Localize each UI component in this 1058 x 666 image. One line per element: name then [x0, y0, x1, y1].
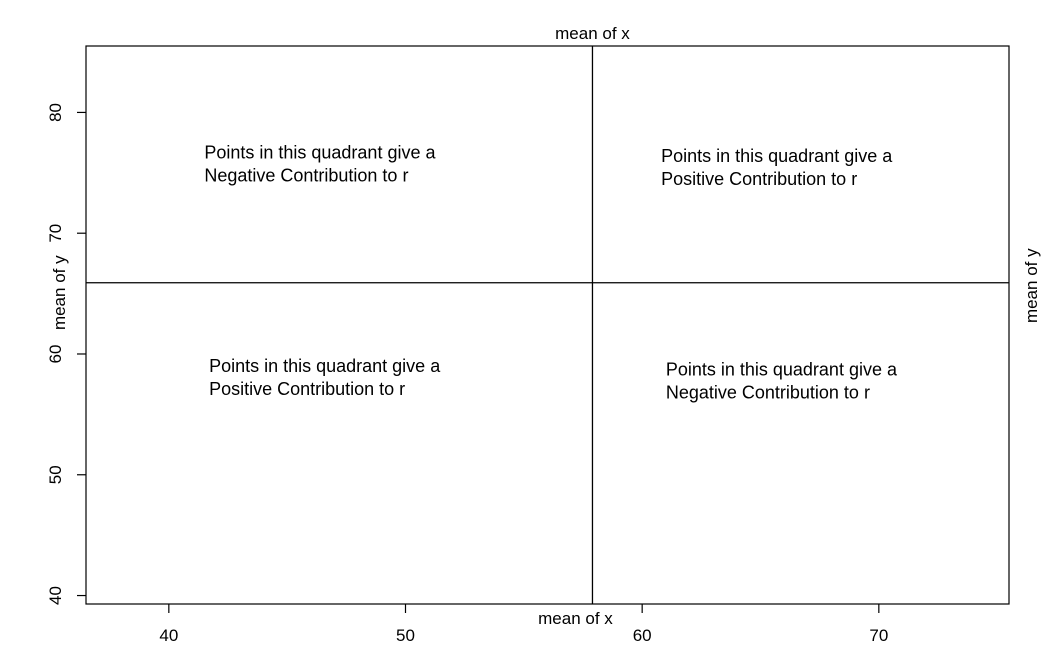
annotation-line: Negative Contribution to r: [204, 165, 408, 185]
annotation-top-left: Points in this quadrant give a Negative C…: [204, 142, 436, 185]
annotation-line: Points in this quadrant give a: [661, 146, 893, 166]
plot-frame: [85, 45, 1010, 605]
y-tick-label: 50: [46, 465, 65, 484]
mean-x-label-top: mean of x: [555, 24, 630, 43]
y-tick-label: 60: [46, 345, 65, 364]
annotation-line: Positive Contribution to r: [209, 379, 405, 399]
annotation-top-right: Points in this quadrant give a Positive C…: [661, 146, 893, 189]
annotation-line: Points in this quadrant give a: [209, 356, 441, 376]
annotation-bottom-left: Points in this quadrant give a Positive C…: [209, 356, 441, 399]
x-axis: 40 50 60 70: [159, 604, 888, 645]
annotation-bottom-right: Points in this quadrant give a Negative C…: [666, 360, 898, 403]
mean-y-label-right: mean of y: [1022, 248, 1041, 323]
annotation-line: Negative Contribution to r: [666, 383, 870, 403]
annotation-line: Points in this quadrant give a: [204, 142, 436, 162]
mean-y-label-left: mean of y: [50, 255, 69, 330]
x-tick-label: 60: [633, 626, 652, 645]
x-tick-label: 50: [396, 626, 415, 645]
y-tick-label: 40: [46, 586, 65, 605]
y-tick-label: 80: [46, 103, 65, 122]
x-tick-label: 70: [869, 626, 888, 645]
mean-x-label-bottom: mean of x: [538, 609, 613, 628]
annotation-line: Points in this quadrant give a: [666, 360, 898, 380]
annotation-line: Positive Contribution to r: [661, 169, 857, 189]
y-axis: 40 50 60 70 80: [46, 103, 86, 605]
y-tick-label: 70: [46, 224, 65, 243]
x-tick-label: 40: [159, 626, 178, 645]
quadrant-annotations: Points in this quadrant give a Negative C…: [204, 142, 898, 402]
